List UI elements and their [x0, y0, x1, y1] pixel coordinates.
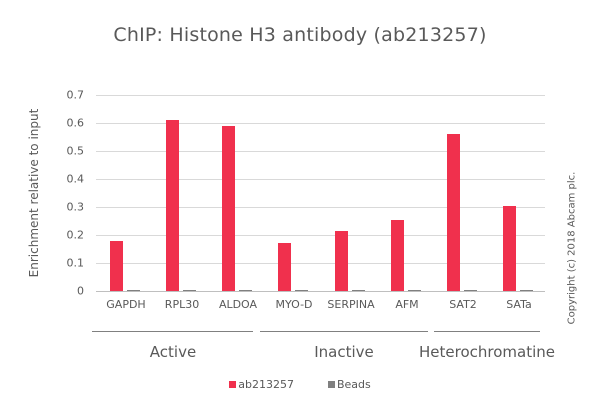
x-tick-label: GAPDH	[106, 298, 146, 311]
legend-item-beads: Beads	[327, 378, 371, 391]
bar-ab213257-serpina	[335, 230, 348, 291]
y-tick-label: 0.6	[66, 116, 85, 130]
bar-ab213257-myo-d	[278, 243, 291, 291]
legend-swatch-icon	[229, 381, 237, 388]
legend: ab213257 Beads	[0, 378, 600, 391]
bar-ab213257-sata	[503, 205, 516, 291]
y-tick-label: 0	[77, 284, 84, 298]
bar-beads-afm	[408, 289, 421, 291]
group-label-inactive: Inactive	[314, 343, 374, 361]
y-tick-label: 0.7	[66, 88, 85, 102]
bar-ab213257-rpl30	[166, 120, 179, 291]
legend-label: ab213257	[238, 378, 294, 391]
x-tick-label: ALDOA	[218, 298, 258, 311]
bar-beads-sata	[520, 289, 533, 291]
bar-ab213257-aldoa	[222, 125, 235, 291]
x-axis-line	[96, 291, 545, 292]
bar-beads-myo-d	[295, 289, 308, 291]
gridline	[96, 207, 545, 208]
gridline	[96, 263, 545, 264]
bar-ab213257-afm	[391, 219, 404, 291]
gridline	[96, 179, 545, 180]
legend-swatch-icon	[327, 381, 335, 388]
x-tick-label: SAT2	[449, 298, 477, 311]
chart-title: ChIP: Histone H3 antibody (ab213257)	[113, 24, 487, 46]
gridline	[96, 151, 545, 152]
y-tick-label: 0.2	[66, 228, 85, 242]
bar-ab213257-gapdh	[110, 240, 123, 291]
legend-item-ab213257: ab213257	[229, 378, 294, 391]
bar-beads-serpina	[352, 289, 365, 291]
legend-label: Beads	[336, 378, 371, 391]
y-axis-label: Enrichment relative to input	[27, 108, 41, 278]
x-tick-label: SERPINA	[327, 298, 375, 311]
group-bracket-line	[434, 331, 540, 332]
bar-beads-rpl30	[183, 289, 196, 291]
group-bracket-line	[260, 331, 428, 332]
y-tick-label: 0.3	[66, 200, 85, 214]
x-tick-label: SATa	[506, 298, 532, 311]
group-label-active: Active	[149, 343, 197, 361]
group-bracket-line	[92, 331, 253, 332]
gridline	[96, 123, 545, 124]
x-tick-label: AFM	[395, 298, 419, 311]
y-tick-label: 0.1	[66, 256, 85, 270]
y-tick-label: 0.5	[66, 144, 85, 158]
bar-beads-gapdh	[127, 289, 140, 291]
bar-beads-aldoa	[239, 289, 252, 291]
y-tick-label: 0.4	[66, 172, 85, 186]
gridline	[96, 95, 545, 96]
x-tick-label: MYO-D	[275, 298, 313, 311]
bar-beads-sat2	[464, 289, 477, 291]
bar-ab213257-sat2	[447, 134, 460, 291]
group-label-heterochromatine: Heterochromatine	[419, 343, 555, 361]
gridline	[96, 235, 545, 236]
x-tick-label: RPL30	[164, 298, 200, 311]
copyright-notice: Copyright (c) 2018 Abcam plc.	[566, 171, 578, 325]
